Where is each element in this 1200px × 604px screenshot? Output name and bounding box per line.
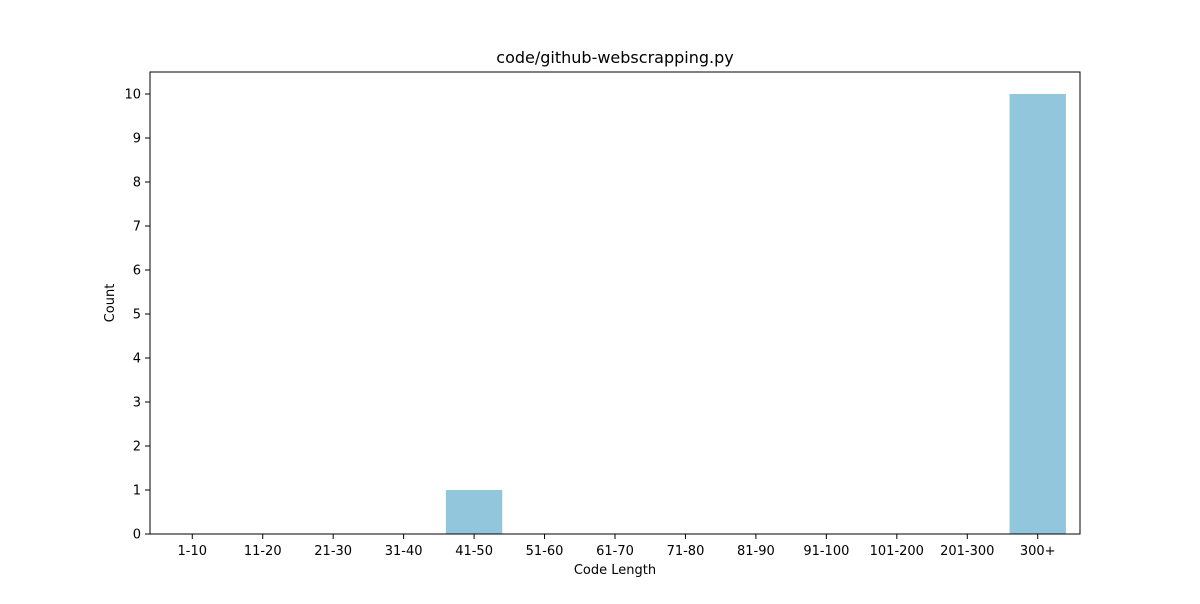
y-tick-label: 10	[124, 88, 141, 103]
x-tick-label: 1-10	[178, 544, 208, 559]
y-axis: 0 1 2 3 4 5 6 7 8 9 10	[124, 88, 150, 543]
x-tick-label: 91-100	[803, 544, 849, 559]
y-tick-label: 3	[133, 396, 141, 411]
y-tick-label: 6	[133, 264, 141, 279]
x-tick-label: 21-30	[314, 544, 352, 559]
x-tick-label: 41-50	[455, 544, 493, 559]
y-tick-label: 5	[133, 308, 141, 323]
x-tick-label: 61-70	[596, 544, 634, 559]
y-tick-label: 9	[133, 132, 141, 147]
x-axis-label: Code Length	[574, 563, 656, 578]
y-tick-label: 1	[133, 484, 141, 499]
x-tick-label: 31-40	[385, 544, 423, 559]
chart-title: code/github-webscrapping.py	[496, 48, 733, 67]
y-tick-label: 7	[133, 220, 141, 235]
x-tick-label: 101-200	[870, 544, 924, 559]
x-tick-label: 71-80	[667, 544, 705, 559]
x-tick-label: 11-20	[244, 544, 282, 559]
y-tick-label: 2	[133, 440, 141, 455]
x-axis: 1-10 11-20 21-30 31-40 41-50 51-60 61-70 71-80 8…	[178, 534, 1056, 559]
bars-layer	[445, 94, 1066, 534]
y-axis-label: Count	[103, 284, 118, 323]
y-tick-label: 0	[133, 528, 141, 543]
x-tick-label: 201-300	[940, 544, 994, 559]
y-tick-label: 8	[133, 176, 141, 191]
bar-300+	[1009, 94, 1066, 534]
y-tick-label: 4	[133, 352, 141, 367]
x-tick-label: 81-90	[737, 544, 775, 559]
x-tick-label: 51-60	[526, 544, 564, 559]
x-tick-label: 300+	[1020, 544, 1056, 559]
plot-frame	[149, 71, 1081, 535]
bar-41-50	[445, 490, 503, 534]
